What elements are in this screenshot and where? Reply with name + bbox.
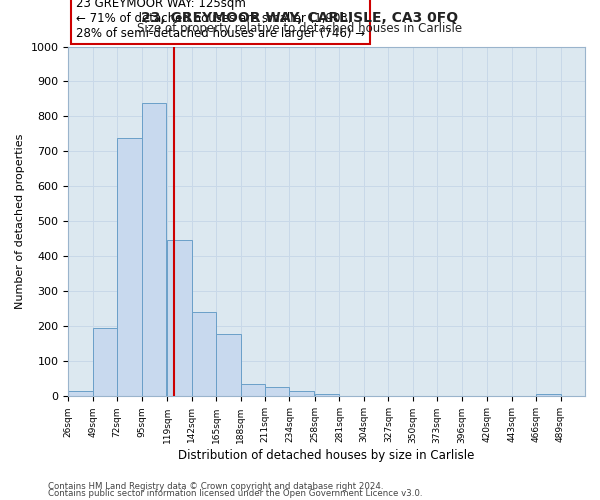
Bar xyxy=(167,240,191,396)
Bar xyxy=(142,103,166,397)
Y-axis label: Number of detached properties: Number of detached properties xyxy=(15,134,25,309)
Bar xyxy=(315,394,340,396)
X-axis label: Distribution of detached houses by size in Carlisle: Distribution of detached houses by size … xyxy=(178,450,475,462)
Bar xyxy=(68,391,93,396)
Bar xyxy=(93,328,117,396)
Text: Contains HM Land Registry data © Crown copyright and database right 2024.: Contains HM Land Registry data © Crown c… xyxy=(48,482,383,491)
Bar xyxy=(289,391,314,396)
Bar xyxy=(265,387,289,396)
Bar xyxy=(191,312,216,396)
Text: 23, GREYMOOR WAY, CARLISLE, CA3 0FQ: 23, GREYMOOR WAY, CARLISLE, CA3 0FQ xyxy=(142,11,458,25)
Text: 23 GREYMOOR WAY: 125sqm
← 71% of detached houses are smaller (1,903)
28% of semi: 23 GREYMOOR WAY: 125sqm ← 71% of detache… xyxy=(76,0,365,40)
Bar xyxy=(117,138,142,396)
Bar xyxy=(536,394,560,396)
Bar xyxy=(241,384,265,396)
Text: Contains public sector information licensed under the Open Government Licence v3: Contains public sector information licen… xyxy=(48,488,422,498)
Bar xyxy=(216,334,241,396)
Text: Size of property relative to detached houses in Carlisle: Size of property relative to detached ho… xyxy=(137,22,463,35)
